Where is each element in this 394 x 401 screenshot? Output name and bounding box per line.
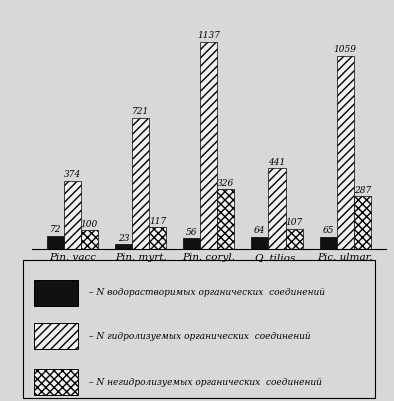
Bar [354,196,371,249]
Text: 64: 64 [254,226,266,235]
Text: – N водорастворимых органических  соединений: – N водорастворимых органических соедине… [89,288,325,297]
FancyBboxPatch shape [34,323,78,349]
FancyBboxPatch shape [34,280,78,306]
Text: 117: 117 [149,217,166,225]
Bar [132,117,149,249]
Text: 100: 100 [81,220,98,229]
Bar [251,237,268,249]
Text: 65: 65 [322,226,334,235]
Bar [200,42,217,249]
Text: 326: 326 [217,178,234,188]
Text: 721: 721 [132,107,149,116]
Text: – N гидролизуемых органических  соединений: – N гидролизуемых органических соединени… [89,332,310,340]
Text: – N негидролизуемых органических  соединений: – N негидролизуемых органических соедине… [89,378,322,387]
Bar [149,227,166,249]
Text: 287: 287 [354,186,371,194]
Bar [47,235,64,249]
Text: 374: 374 [64,170,81,179]
Bar [268,168,286,249]
Bar [115,245,132,249]
Text: 107: 107 [285,219,303,227]
Text: 72: 72 [50,225,61,234]
Text: 1059: 1059 [334,45,357,55]
Bar [217,189,234,249]
Text: 56: 56 [186,228,197,237]
FancyBboxPatch shape [34,369,78,395]
Text: 1137: 1137 [197,31,220,40]
Bar [64,181,81,249]
Text: 23: 23 [118,234,129,243]
Bar [286,229,303,249]
Bar [183,239,200,249]
Bar [81,231,98,249]
Bar [337,56,354,249]
Text: 441: 441 [268,158,286,167]
Bar [320,237,337,249]
